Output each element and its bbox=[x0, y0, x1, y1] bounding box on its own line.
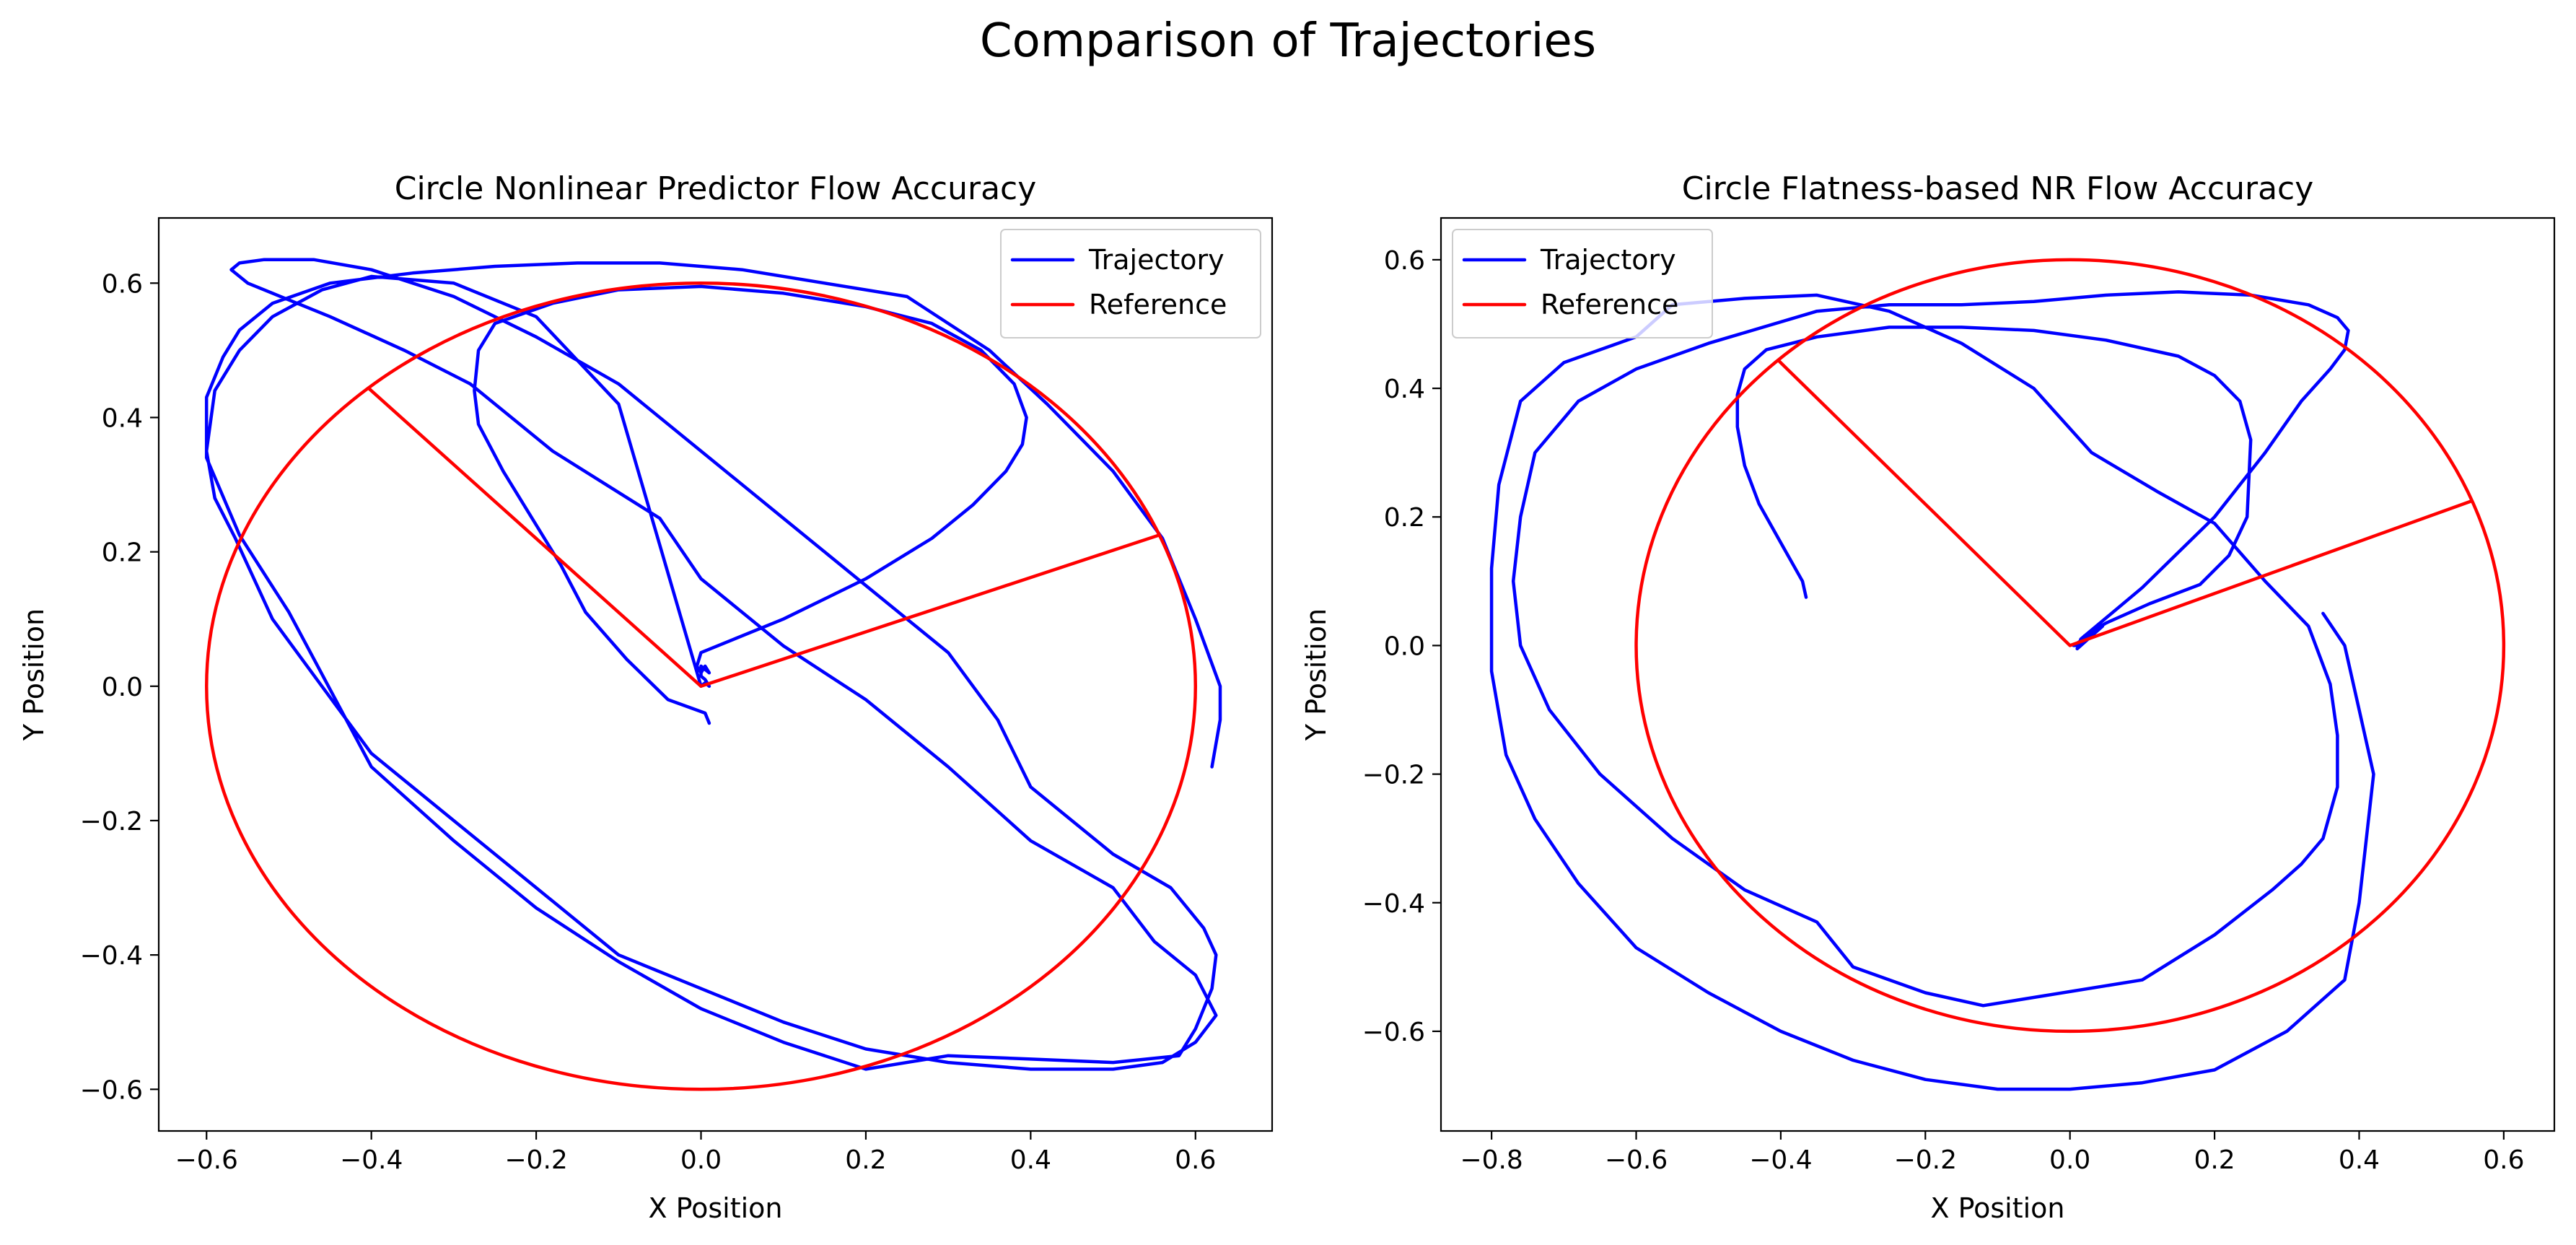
x-tick-label: −0.2 bbox=[1894, 1145, 1957, 1175]
x-axis-label: X Position bbox=[648, 1192, 782, 1224]
y-tick-label: −0.4 bbox=[80, 941, 143, 971]
subplot-title: Circle Flatness-based NR Flow Accuracy bbox=[1682, 170, 2314, 207]
y-tick-label: 0.0 bbox=[1384, 632, 1425, 661]
x-tick-label: 0.0 bbox=[2049, 1145, 2090, 1175]
axes-frame bbox=[1440, 217, 2556, 1132]
legend-label-reference: Reference bbox=[1541, 289, 1678, 320]
reference-circle bbox=[1634, 258, 2506, 1034]
y-tick-label: 0.6 bbox=[1384, 246, 1425, 276]
x-tick-label: −0.8 bbox=[1460, 1145, 1523, 1175]
x-tick-label: −0.4 bbox=[340, 1145, 403, 1175]
axes-frame bbox=[157, 217, 1274, 1132]
trajectory-line bbox=[1489, 290, 2375, 1091]
legend-label-reference: Reference bbox=[1089, 289, 1227, 320]
y-tick-label: 0.2 bbox=[1384, 503, 1425, 533]
x-tick-label: −0.6 bbox=[1605, 1145, 1668, 1175]
trajectory-line bbox=[204, 258, 1222, 1071]
x-axis-label: X Position bbox=[1930, 1192, 2064, 1224]
y-tick-label: 0.2 bbox=[102, 538, 143, 568]
y-tick-label: −0.4 bbox=[1362, 889, 1425, 919]
y-tick-label: 0.4 bbox=[1384, 375, 1425, 404]
subplot-title: Circle Nonlinear Predictor Flow Accuracy bbox=[395, 170, 1037, 207]
x-tick-label: 0.6 bbox=[1175, 1145, 1216, 1175]
x-tick-label: 0.2 bbox=[845, 1145, 886, 1175]
figure-suptitle: Comparison of Trajectories bbox=[980, 14, 1596, 68]
legend-label-trajectory: Trajectory bbox=[1540, 244, 1676, 276]
x-tick-label: 0.2 bbox=[2194, 1145, 2235, 1175]
y-tick-label: 0.6 bbox=[102, 269, 143, 299]
subplot-2: Circle Flatness-based NR Flow Accuracy −0… bbox=[1300, 170, 2556, 1224]
reference-radial-segments bbox=[1777, 359, 2474, 647]
y-tick-label: 0.4 bbox=[102, 403, 143, 433]
legend: Trajectory Reference bbox=[1000, 229, 1261, 338]
reference-circle bbox=[204, 281, 1198, 1091]
y-axis-label: Y Position bbox=[1300, 608, 1332, 741]
legend-label-trajectory: Trajectory bbox=[1088, 244, 1225, 276]
plot-area bbox=[1489, 258, 2506, 1091]
reference-radial-segments bbox=[368, 388, 1161, 689]
x-tick-label: −0.4 bbox=[1749, 1145, 1812, 1175]
x-tick-label: −0.2 bbox=[504, 1145, 567, 1175]
x-tick-label: 0.4 bbox=[2339, 1145, 2380, 1175]
legend: Trajectory Reference bbox=[1452, 229, 1713, 338]
y-tick-label: 0.0 bbox=[102, 673, 143, 702]
legend-frame bbox=[1452, 229, 1713, 338]
y-axis-label: Y Position bbox=[18, 608, 50, 741]
x-tick-label: 0.4 bbox=[1010, 1145, 1051, 1175]
legend-frame bbox=[1000, 229, 1261, 338]
x-tick-label: 0.0 bbox=[680, 1145, 722, 1175]
plot-area bbox=[204, 258, 1222, 1091]
subplot-1: Circle Nonlinear Predictor Flow Accuracy… bbox=[18, 170, 1274, 1224]
x-tick-label: 0.6 bbox=[2483, 1145, 2524, 1175]
y-tick-label: −0.2 bbox=[1362, 761, 1425, 790]
y-tick-label: −0.6 bbox=[1362, 1018, 1425, 1047]
y-tick-label: −0.2 bbox=[80, 807, 143, 836]
x-tick-label: −0.6 bbox=[175, 1145, 238, 1175]
y-tick-label: −0.6 bbox=[80, 1075, 143, 1105]
